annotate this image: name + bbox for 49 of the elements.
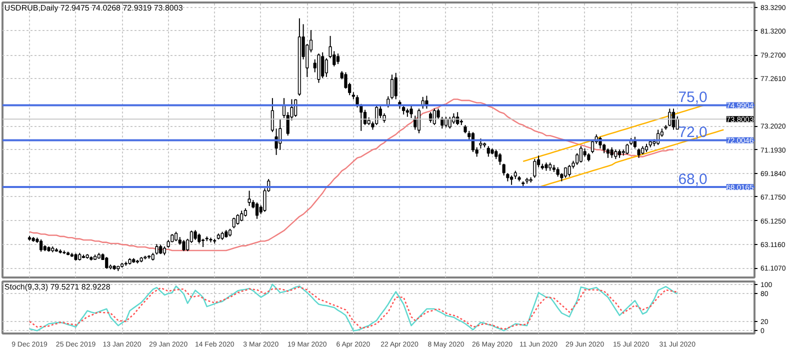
candlestick [568, 164, 571, 178]
candlestick [248, 190, 251, 206]
candlestick [255, 202, 259, 220]
ref-line-label: 68,0 [678, 171, 708, 188]
candlestick [533, 158, 536, 178]
candlestick [626, 143, 629, 155]
candlestick [610, 146, 614, 158]
candlestick [402, 104, 406, 115]
candlestick [498, 152, 502, 166]
candlestick [432, 108, 436, 126]
candlestick [321, 52, 324, 79]
candlestick [510, 174, 514, 186]
candlestick [194, 230, 197, 240]
candlestick [590, 140, 594, 154]
candlestick [614, 149, 618, 160]
candlestick [417, 108, 421, 134]
candlestick [159, 244, 162, 255]
candlestick [375, 105, 378, 126]
candlestick [182, 239, 186, 252]
candlestick [676, 116, 679, 130]
candlestick [155, 244, 158, 256]
candlestick [410, 105, 413, 119]
ref-line-label: 72,0 [678, 124, 708, 142]
chart-title: Stoch(9,3,3) 79.5271 82.9228 [4, 282, 111, 292]
candlestick [502, 163, 506, 176]
candlestick [270, 98, 274, 133]
candlestick [232, 217, 236, 229]
candlestick [236, 214, 240, 226]
chart-title: USDRUB,Daily 72.9475 74.0268 72.9319 73.8003 [4, 4, 184, 12]
candlestick [556, 166, 560, 178]
candlestick [637, 148, 640, 158]
candlestick [336, 53, 340, 65]
candlestick [105, 256, 108, 270]
candlestick [198, 233, 201, 244]
candlestick [324, 58, 328, 78]
line-series [522, 104, 706, 162]
candlestick [390, 74, 394, 100]
candlestick [394, 72, 398, 100]
candlestick [494, 149, 498, 160]
candlestick [436, 108, 440, 120]
candlestick [486, 146, 490, 158]
candlestick [606, 148, 610, 158]
candlestick [579, 146, 583, 164]
candlestick [40, 238, 43, 252]
ref-line-label: 75,0 [678, 89, 708, 106]
candlestick [240, 210, 244, 222]
candlestick [174, 231, 178, 242]
candlestick [479, 138, 482, 149]
candlestick [672, 108, 676, 130]
